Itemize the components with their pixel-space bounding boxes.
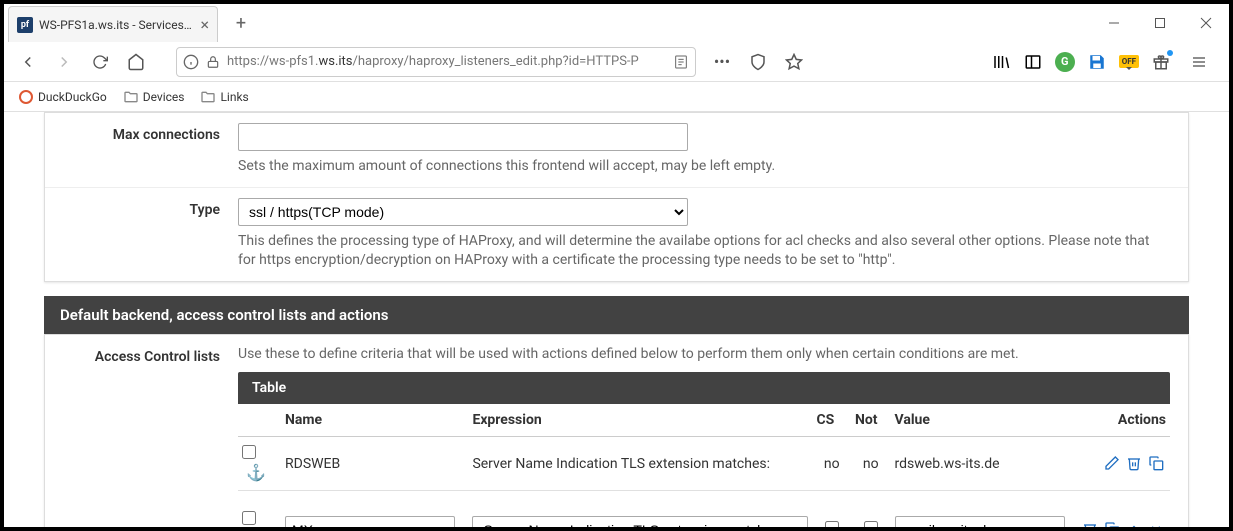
th-not: Not [851, 404, 891, 437]
cell-not: no [851, 437, 891, 491]
cell-value: rdsweb.ws-its.de [891, 437, 1078, 491]
gift-icon[interactable] [1151, 52, 1171, 72]
copy-icon[interactable] [1104, 521, 1122, 527]
type-label: Type [63, 198, 238, 271]
shield-icon[interactable] [742, 46, 774, 78]
move-up-icon[interactable] [1126, 521, 1144, 527]
navbar: https://ws-pfs1.ws.its/haproxy/haproxy_l… [4, 42, 1229, 82]
bookmark-duckduckgo[interactable]: DuckDuckGo [18, 89, 107, 105]
th-name: Name [281, 404, 468, 437]
max-conn-label: Max connections [63, 123, 238, 177]
bookmark-bar: DuckDuckGo Devices Links [4, 82, 1229, 112]
menu-icon[interactable] [1183, 46, 1215, 78]
reload-button[interactable] [84, 46, 116, 78]
cell-cs: no [812, 437, 851, 491]
folder-icon [123, 89, 139, 105]
th-actions: Actions [1078, 404, 1170, 437]
close-button[interactable] [1183, 4, 1229, 42]
th-expr: Expression [468, 404, 812, 437]
home-button[interactable] [120, 46, 152, 78]
reader-icon[interactable] [673, 54, 689, 70]
tab-strip: pf WS-PFS1a.ws.its - Services: HA × + [4, 4, 256, 42]
page-content: Max connections Sets the maximum amount … [4, 112, 1229, 527]
save-disk-icon[interactable] [1087, 52, 1107, 72]
not-checkbox[interactable] [864, 521, 878, 527]
trash-icon[interactable] [1126, 455, 1144, 473]
tab-label: WS-PFS1a.ws.its - Services: HA [39, 18, 192, 32]
value-input[interactable] [895, 516, 1065, 527]
window-controls [1091, 4, 1229, 42]
row-checkbox[interactable] [242, 511, 256, 525]
folder-icon [200, 89, 216, 105]
acl-help: Use these to define criteria that will b… [238, 345, 1170, 365]
bookmark-links[interactable]: Links [200, 89, 248, 105]
cell-expr: Server Name Indication TLS extension mat… [468, 437, 812, 491]
name-input[interactable] [285, 516, 455, 527]
lock-icon[interactable] [205, 54, 221, 70]
url-field[interactable]: https://ws-pfs1.ws.its/haproxy/haproxy_l… [176, 47, 696, 77]
table-row[interactable]: ⚓ Server Name Indication TLS extension m… [238, 491, 1170, 527]
titlebar: pf WS-PFS1a.ws.its - Services: HA × + [4, 4, 1229, 42]
forward-button[interactable] [48, 46, 80, 78]
info-icon[interactable] [183, 54, 199, 70]
bookmark-devices[interactable]: Devices [123, 89, 185, 105]
minimize-button[interactable] [1091, 4, 1137, 42]
edit-icon[interactable] [1104, 455, 1122, 473]
th-value: Value [891, 404, 1078, 437]
max-conn-input[interactable] [238, 123, 688, 151]
new-tab-button[interactable]: + [226, 8, 256, 38]
copy-icon[interactable] [1148, 455, 1166, 473]
maximize-button[interactable] [1137, 4, 1183, 42]
extension-green-icon[interactable]: G [1055, 52, 1075, 72]
cs-checkbox[interactable] [825, 521, 839, 527]
section-header: Default backend, access control lists an… [44, 296, 1189, 334]
acl-table: Name Expression CS Not Value Actions [238, 404, 1170, 527]
tab-close-icon[interactable]: × [200, 15, 209, 34]
back-button[interactable] [12, 46, 44, 78]
tab-favicon: pf [17, 17, 33, 33]
duckduckgo-icon [18, 89, 34, 105]
extension-off-badge[interactable]: OFF [1119, 55, 1139, 68]
url-text: https://ws-pfs1.ws.its/haproxy/haproxy_l… [227, 54, 667, 69]
table-title: Table [238, 372, 1170, 404]
nav-extensions: G OFF [991, 46, 1221, 78]
type-select[interactable]: ssl / https(TCP mode) [238, 198, 688, 226]
trash-icon[interactable] [1082, 521, 1100, 527]
more-icon[interactable]: ••• [706, 46, 738, 78]
move-down-icon[interactable] [1148, 521, 1166, 527]
anchor-icon[interactable]: ⚓ [246, 463, 266, 482]
sidebar-icon[interactable] [1023, 52, 1043, 72]
row-checkbox[interactable] [242, 445, 256, 459]
type-help: This defines the processing type of HAPr… [238, 232, 1170, 271]
library-icon[interactable] [991, 52, 1011, 72]
bookmark-star-icon[interactable] [778, 46, 810, 78]
table-row[interactable]: ⚓ RDSWEB Server Name Indication TLS exte… [238, 437, 1170, 491]
acl-label: Access Control lists [63, 345, 238, 527]
cell-name: RDSWEB [281, 437, 468, 491]
expression-select[interactable]: Server Name Indication TLS extension mat… [472, 516, 808, 527]
th-cs: CS [812, 404, 851, 437]
browser-tab[interactable]: pf WS-PFS1a.ws.its - Services: HA × [8, 6, 218, 42]
max-conn-help: Sets the maximum amount of connections t… [238, 157, 1170, 177]
